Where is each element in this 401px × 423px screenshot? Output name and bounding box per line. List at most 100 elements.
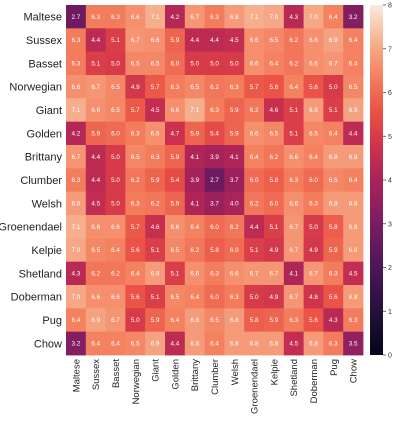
heatmap-cell-3-4	[145, 75, 166, 99]
cell-value-label: 6.3	[72, 177, 81, 184]
colorbar-tick-label: 6	[388, 90, 392, 97]
cell-value-label: 6.7	[131, 37, 140, 44]
cell-value-label: 6.4	[329, 14, 338, 21]
colorbar-tick-label: 2	[388, 265, 392, 272]
cell-value-label: 6.3	[230, 84, 239, 91]
cell-value-label: 3.2	[72, 341, 81, 348]
heatmap-cell-0-2	[105, 5, 126, 29]
heatmap-cell-2-12	[303, 51, 324, 76]
heatmap-cell-1-13	[323, 28, 344, 53]
cell-value-label: 6.4	[329, 131, 338, 138]
heatmap-cell-3-3	[125, 75, 146, 99]
heatmap-cell-11-2	[105, 261, 126, 286]
heatmap-cell-8-9	[244, 191, 265, 216]
row-label-sussex: Sussex	[26, 35, 63, 47]
heatmap-cell-3-0	[66, 75, 87, 99]
heatmap-cell-0-0	[66, 5, 87, 29]
cell-value-label: 6.5	[91, 247, 100, 254]
heatmap-cell-13-7	[204, 308, 225, 333]
colorbar-tick-label: 4	[388, 178, 392, 185]
cell-value-label: 6.4	[309, 154, 318, 161]
cell-value-label: 6.4	[210, 341, 219, 348]
heatmap-cell-1-4	[145, 28, 166, 53]
heatmap-cell-5-12	[303, 121, 324, 146]
heatmap-cell-0-5	[165, 5, 186, 29]
heatmap-cell-6-12	[303, 145, 324, 169]
cell-value-label: 5.6	[131, 247, 140, 254]
cell-value-label: 5.8	[270, 177, 279, 184]
heatmap-cell-13-11	[283, 308, 304, 333]
heatmap-cell-3-8	[224, 75, 245, 99]
heatmap-cell-0-13	[323, 5, 344, 29]
heatmap-cell-7-4	[145, 168, 166, 193]
heatmap-cell-14-11	[283, 331, 304, 356]
heatmap-cell-14-3	[125, 331, 146, 356]
heatmap-cell-5-5	[165, 121, 186, 146]
heatmap-cell-6-4	[145, 145, 166, 169]
heatmap-cell-4-2	[105, 98, 126, 123]
cell-value-label: 6.8	[190, 317, 199, 324]
row-label-giant: Giant	[36, 105, 62, 117]
cell-value-label: 6.0	[250, 177, 259, 184]
cell-value-label: 6.8	[72, 201, 81, 208]
cell-value-label: 4.5	[91, 201, 100, 208]
heatmap-cell-2-5	[165, 51, 186, 76]
cell-value-label: 6.2	[111, 271, 120, 278]
heatmap-cell-10-7	[204, 238, 225, 263]
cell-value-label: 6.8	[250, 341, 259, 348]
cell-value-label: 6.8	[349, 154, 358, 161]
cell-value-label: 6.3	[289, 317, 298, 324]
cell-value-label: 4.3	[289, 14, 298, 21]
cell-value-label: 6.5	[210, 317, 219, 324]
cell-value-label: 6.6	[72, 84, 81, 91]
heatmap-cell-12-13	[323, 285, 344, 309]
cell-value-label: 5.8	[210, 247, 219, 254]
cell-value-label: 6.2	[270, 154, 279, 161]
cell-value-label: 5.1	[91, 61, 100, 68]
cell-value-label: 6.3	[72, 61, 81, 68]
cell-value-label: 5.6	[329, 294, 338, 301]
heatmap-cell-13-0	[66, 308, 87, 333]
cell-value-label: 5.7	[131, 107, 140, 114]
cell-value-label: 5.1	[151, 294, 160, 301]
heatmap-cell-8-14	[343, 191, 364, 216]
heatmap-cell-11-13	[323, 261, 344, 286]
heatmap-cell-0-3	[125, 5, 146, 29]
row-label-pug: Pug	[42, 315, 62, 327]
column-label-sussex: Sussex	[91, 359, 102, 390]
cell-value-label: 6.9	[349, 107, 358, 114]
cell-value-label: 6.6	[111, 224, 120, 231]
cell-value-label: 6.6	[309, 37, 318, 44]
cell-value-label: 6.3	[329, 341, 338, 348]
heatmap-cell-12-4	[145, 285, 166, 309]
cell-value-label: 6.6	[250, 37, 259, 44]
cell-value-label: 6.8	[190, 341, 199, 348]
heatmap-cell-9-14	[343, 215, 364, 239]
heatmap-cell-0-14	[343, 5, 364, 29]
colorbar	[370, 5, 383, 355]
cell-value-label: 4.1	[230, 154, 239, 161]
cell-value-label: 4.4	[91, 154, 100, 161]
cell-value-label: 5.1	[111, 37, 120, 44]
colorbar-tick-label: 7	[388, 46, 392, 53]
cell-value-label: 6.3	[151, 154, 160, 161]
cell-value-label: 6.0	[309, 177, 318, 184]
heatmap-cell-6-1	[85, 145, 106, 169]
heatmap-cell-11-1	[85, 261, 106, 286]
heatmap-cell-1-9	[244, 28, 265, 53]
cell-value-label: 7.1	[250, 14, 259, 21]
cell-value-label: 6.6	[151, 131, 160, 138]
heatmap-cell-9-0	[66, 215, 87, 239]
heatmap-cell-14-2	[105, 331, 126, 356]
heatmap-cell-12-7	[204, 285, 225, 309]
cell-value-label: 5.0	[111, 201, 120, 208]
heatmap-cell-8-11	[283, 191, 304, 216]
cell-value-label: 6.7	[309, 271, 318, 278]
heatmap-cell-11-5	[165, 261, 186, 286]
heatmap-cell-12-6	[184, 285, 205, 309]
cell-value-label: 4.4	[210, 37, 219, 44]
cell-value-label: 6.5	[270, 37, 279, 44]
column-label-giant: Giant	[151, 359, 162, 382]
cell-value-label: 4.9	[270, 294, 279, 301]
heatmap-cell-5-2	[105, 121, 126, 146]
